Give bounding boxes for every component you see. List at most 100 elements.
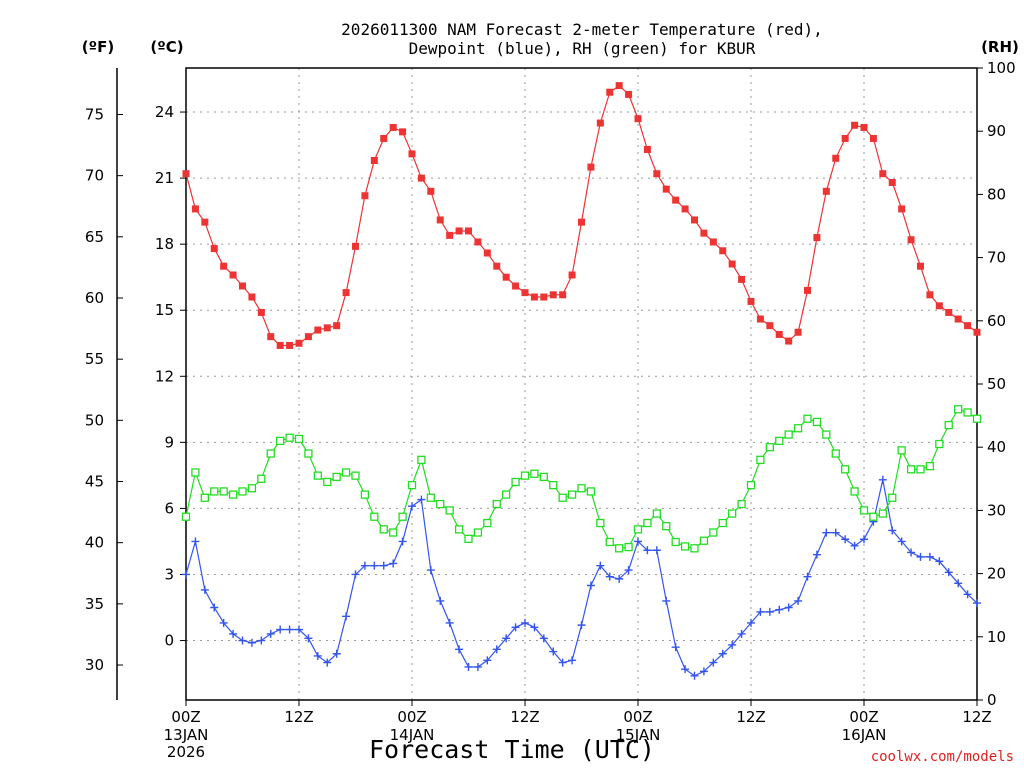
- dewpoint-point: [342, 612, 351, 621]
- temperature-point: [691, 216, 698, 224]
- rh-point: [784, 430, 793, 439]
- temperature-point: [239, 282, 246, 290]
- temperature-point: [643, 145, 651, 153]
- series-rh: [181, 405, 982, 553]
- temperature-point: [879, 170, 887, 178]
- chart-title-line-2: Dewpoint (blue), RH (green) for KBUR: [409, 39, 756, 58]
- rh-point: [586, 487, 596, 496]
- temperature-point: [295, 339, 303, 347]
- rh-point: [304, 449, 313, 458]
- temperature-point: [427, 187, 435, 195]
- celsius-tick-label: 24: [155, 103, 174, 121]
- dewpoint-line: [185, 479, 978, 677]
- dewpoint-point: [549, 647, 558, 656]
- dewpoint-point: [191, 537, 200, 546]
- temperature-point: [549, 291, 557, 299]
- rh-point: [831, 449, 840, 458]
- rh-point: [596, 518, 605, 528]
- temperature-point: [521, 289, 529, 297]
- rh-point: [615, 544, 624, 553]
- dewpoint-point: [257, 636, 266, 645]
- temperature-point: [653, 170, 661, 178]
- temperature-point: [530, 293, 538, 301]
- dewpoint-point: [332, 649, 341, 658]
- temperature-point: [370, 156, 378, 164]
- dewpoint-point: [681, 665, 690, 674]
- temperature-point: [540, 293, 548, 301]
- dewpoint-point: [455, 645, 464, 654]
- rh-tick-label: 60: [987, 312, 1006, 330]
- temperature-point: [248, 293, 256, 301]
- rh-point: [935, 439, 944, 449]
- dewpoint-point: [586, 581, 595, 590]
- rh-point: [662, 522, 671, 531]
- temperature-point: [804, 286, 811, 294]
- dewpoint-point: [200, 585, 209, 594]
- temperature-point: [559, 291, 567, 299]
- credit-text: coolwx.com/models: [871, 749, 1014, 765]
- dewpoint-point: [812, 550, 821, 559]
- dewpoint-point: [436, 596, 445, 605]
- temperature-point: [841, 134, 849, 142]
- rh-point: [718, 518, 727, 528]
- rh-line: [185, 408, 978, 549]
- temperature-point: [794, 328, 802, 336]
- temperature-point: [615, 82, 623, 90]
- rh-point: [690, 544, 699, 553]
- rh-point: [963, 408, 972, 417]
- temperature-point: [342, 289, 350, 297]
- dewpoint-point: [182, 570, 190, 579]
- dewpoint-point: [841, 535, 850, 544]
- temperature-point: [775, 330, 783, 338]
- rh-point: [389, 528, 398, 537]
- temperature-point: [502, 273, 510, 281]
- rh-point: [445, 506, 454, 515]
- fahrenheit-tick-label: 50: [85, 411, 104, 429]
- dewpoint-point: [530, 623, 539, 632]
- temperature-point: [681, 205, 689, 213]
- dewpoint-point: [718, 649, 727, 658]
- dewpoint-point: [285, 625, 294, 634]
- dewpoint-point: [831, 528, 840, 537]
- celsius-tick-label: 18: [155, 235, 174, 253]
- dewpoint-point: [408, 502, 416, 511]
- temperature-line: [185, 84, 978, 347]
- rh-point: [746, 480, 756, 490]
- temperature-point: [361, 192, 369, 200]
- celsius-tick-label: 0: [164, 632, 174, 650]
- temperature-point: [201, 218, 209, 226]
- temperature-point: [568, 271, 576, 279]
- plot-frame: [185, 67, 978, 701]
- rh-point: [925, 462, 935, 471]
- dewpoint-point: [210, 603, 219, 612]
- x-tick-label: 12Z: [736, 708, 765, 726]
- rh-point: [228, 490, 238, 499]
- dewpoint-point: [473, 662, 482, 671]
- dewpoint-point: [784, 603, 793, 612]
- rh-point: [200, 493, 209, 502]
- fahrenheit-tick-label: 40: [85, 534, 104, 552]
- dewpoint-point: [615, 574, 624, 583]
- temperature-point: [352, 242, 359, 250]
- temperature-point: [813, 234, 821, 242]
- rh-tick-label: 40: [987, 438, 1006, 456]
- temperature-point: [493, 262, 501, 270]
- rh-point: [492, 499, 501, 509]
- dewpoint-point: [850, 541, 859, 550]
- rh-tick-label: 90: [987, 122, 1006, 140]
- temperature-point: [389, 123, 397, 131]
- x-tick-label: 00Z: [623, 708, 652, 726]
- dewpoint-point: [304, 634, 313, 643]
- rh-point: [822, 430, 831, 439]
- dewpoint-point: [426, 566, 435, 575]
- rh-point: [276, 436, 285, 446]
- rh-point: [247, 484, 257, 493]
- dewpoint-point: [794, 596, 803, 605]
- dewpoint-point: [596, 561, 605, 570]
- temperature-point: [417, 174, 425, 182]
- temperature-point: [220, 262, 228, 270]
- rh-point: [257, 474, 266, 483]
- temperature-point: [512, 282, 520, 290]
- rh-point: [294, 434, 304, 444]
